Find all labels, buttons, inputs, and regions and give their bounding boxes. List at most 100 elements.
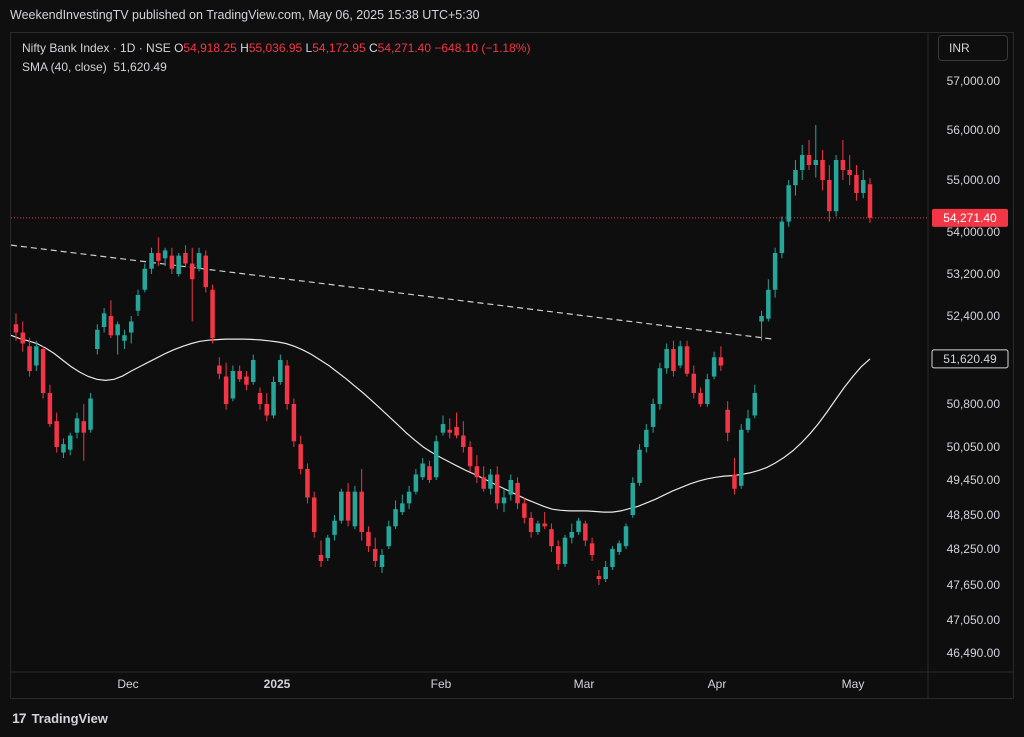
candle [677, 340, 683, 369]
symbol-label[interactable]: Nifty Bank Index · 1D · NSE [22, 41, 171, 55]
candle [860, 170, 866, 199]
candle [250, 354, 256, 385]
candle-body [738, 429, 744, 486]
x-tick-label: Feb [431, 677, 452, 691]
candle [122, 329, 127, 349]
candle [318, 540, 324, 567]
candle-body [142, 268, 148, 290]
candle-body [664, 349, 669, 369]
candle [623, 523, 629, 549]
candle [671, 340, 676, 377]
candle-body [501, 497, 507, 504]
candle-body [189, 263, 195, 280]
candle-body [176, 255, 181, 274]
candle [298, 435, 303, 475]
y-tick-label: 53,200.00 [947, 267, 1001, 281]
candle-body [305, 469, 310, 498]
change-value: −648.10 (−1.18%) [434, 41, 531, 55]
candle-body [677, 346, 683, 366]
candle-body [156, 253, 161, 261]
candle [813, 125, 819, 178]
candle [264, 393, 270, 422]
candle-body [135, 295, 141, 311]
candle [413, 469, 419, 495]
candle-body [650, 404, 656, 427]
candle-body [705, 379, 710, 404]
candle [549, 523, 554, 552]
candle [766, 279, 771, 322]
candle-body [372, 549, 378, 561]
candle [610, 546, 615, 570]
candle [88, 393, 93, 433]
candle [366, 526, 371, 552]
candle [562, 534, 568, 567]
tradingview-brand[interactable]: 17 TradingView [12, 710, 108, 726]
last-price-badge [932, 208, 1008, 227]
candle-body [569, 532, 575, 538]
candle [664, 343, 669, 374]
candle [738, 424, 744, 489]
candle [420, 458, 425, 480]
candle-body [325, 537, 331, 558]
candle-body [583, 523, 588, 541]
candle-body [332, 520, 337, 535]
candle [54, 412, 59, 453]
candle [718, 346, 724, 371]
chart-area[interactable] [10, 32, 1014, 699]
candle [481, 466, 486, 492]
sma-value: 51,620.49 [113, 60, 167, 74]
candle [772, 247, 778, 298]
y-tick-label: 55,000.00 [947, 173, 1001, 187]
candle [400, 494, 405, 515]
candle-body [610, 549, 615, 567]
candle-body [840, 160, 846, 170]
candle-body [698, 393, 703, 404]
candle-body [671, 349, 676, 371]
candle-body [454, 426, 459, 436]
candle-body [447, 429, 453, 433]
candle-body [88, 398, 93, 430]
candle [854, 165, 859, 201]
candle [223, 362, 229, 410]
candle-body [250, 360, 256, 382]
candle-body [413, 474, 419, 492]
candle-body [481, 477, 486, 489]
candle [230, 365, 236, 402]
low-label: L [305, 41, 313, 55]
brand-name: TradingView [31, 710, 108, 726]
candle [650, 398, 656, 433]
currency-button[interactable]: INR [938, 35, 1008, 61]
candle-body [508, 480, 514, 495]
candle-body [535, 523, 541, 532]
candle [108, 300, 114, 338]
candle [20, 321, 26, 352]
candle-body [488, 474, 493, 489]
candle-body [752, 393, 758, 416]
candle-body [13, 324, 19, 333]
candle-body [352, 491, 358, 527]
candle-body [596, 576, 602, 579]
candle-body [318, 555, 324, 561]
candle [745, 409, 751, 433]
candle-layer [13, 125, 873, 585]
candle-body [271, 382, 276, 416]
trend-layer [10, 244, 774, 340]
candle [427, 460, 432, 483]
candle-body [20, 332, 26, 344]
candle [386, 520, 392, 549]
sma-legend[interactable]: SMA (40, close) 51,620.49 [22, 60, 167, 74]
y-tick-label: 57,000.00 [947, 74, 1001, 88]
candle-body [766, 289, 771, 319]
candle-body [264, 404, 270, 416]
candle [379, 549, 385, 573]
candle [40, 346, 46, 399]
candle [61, 438, 66, 458]
candle [752, 384, 758, 419]
candle-body [67, 435, 73, 450]
candle [135, 289, 141, 316]
x-tick-label: Apr [708, 677, 727, 691]
candle [467, 441, 473, 472]
candle-body [183, 253, 188, 264]
candle [244, 371, 249, 391]
